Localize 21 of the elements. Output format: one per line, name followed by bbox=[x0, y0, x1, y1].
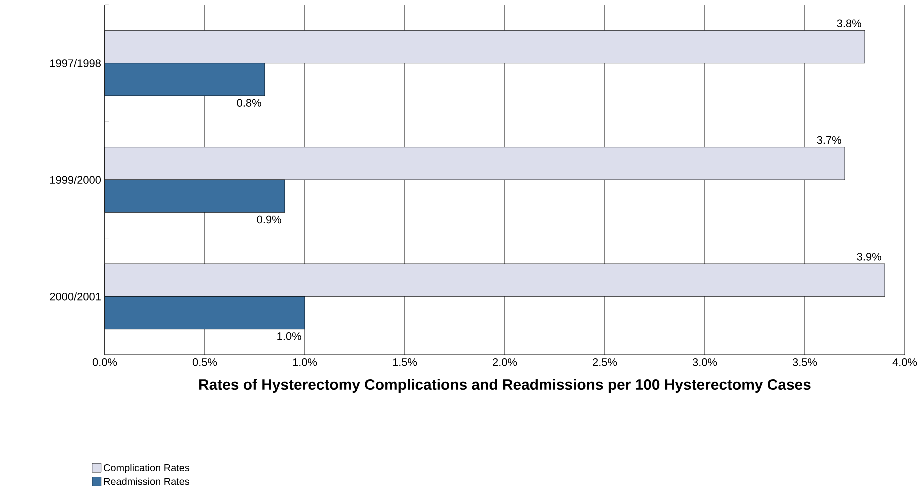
x-tick-label: 1.0% bbox=[293, 358, 318, 366]
x-tick-label: 1.5% bbox=[393, 358, 418, 366]
data-label: 3.8% bbox=[837, 20, 862, 28]
data-label: 3.7% bbox=[817, 136, 842, 144]
data-label: 1.0% bbox=[278, 332, 302, 340]
legend-label: Readmission Rates bbox=[104, 478, 190, 486]
y-tick-label: 1997/1998 bbox=[50, 59, 101, 68]
data-label: 0.9% bbox=[257, 216, 282, 224]
y-tick-label: 2000/2001 bbox=[50, 292, 101, 301]
y-tick-label: 1999/2000 bbox=[50, 176, 102, 184]
x-tick-label: 0.5% bbox=[192, 358, 218, 366]
legend-label: Complication Rates bbox=[104, 464, 190, 474]
x-tick-label: 2.0% bbox=[493, 358, 518, 366]
x-tick-label: 3.5% bbox=[792, 358, 818, 366]
x-tick-label: 3.0% bbox=[692, 358, 718, 366]
data-label: 3.9% bbox=[857, 253, 882, 261]
x-tick-label: 0.0% bbox=[92, 358, 118, 366]
x-tick-label: 2.5% bbox=[593, 358, 618, 366]
data-label: 0.8% bbox=[237, 99, 262, 107]
x-axis-title: Rates of Hysterectomy Complications and Readmissions per 100 Hysterectomy Cases bbox=[200, 379, 811, 394]
x-tick-label: 4.0% bbox=[892, 358, 918, 366]
